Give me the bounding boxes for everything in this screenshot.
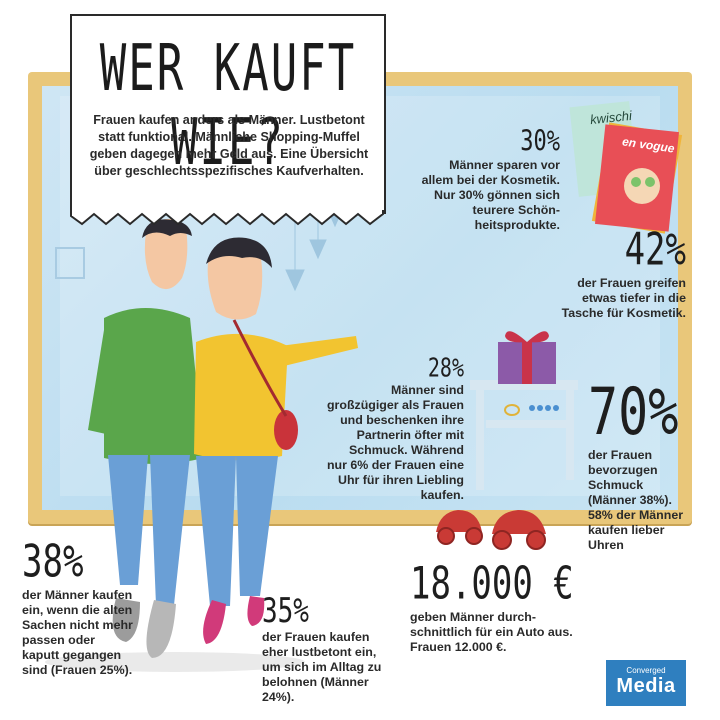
stat-value: 38% — [22, 536, 84, 588]
converged-media-logo: Converged Media — [606, 660, 686, 706]
stat-value: 30% — [520, 126, 560, 159]
display-table — [470, 380, 578, 490]
toy-car-icon — [436, 510, 546, 550]
intro-text: Frauen kaufen anders als Männer. Lustbet… — [89, 113, 369, 178]
speech-box-edge — [70, 210, 384, 226]
stat-replace-men: 38% der Männer kaufen ein, wenn die alte… — [22, 536, 134, 678]
stat-text: der Frauen kaufen eher lustbetont ein, u… — [262, 630, 382, 704]
stat-reward-women: 35% der Frauen kaufen eher lustbetont ei… — [262, 592, 382, 705]
stat-cosmetics-men: 30% Männer sparen vor allem bei der Kosm… — [420, 126, 560, 233]
logo-line-2: Media — [616, 675, 676, 697]
stat-value: 35% — [262, 592, 309, 631]
page-title: WER KAUFT WIE? — [99, 32, 357, 180]
stat-value: 70% — [588, 374, 679, 450]
stat-cosmetics-women: 42% der Frauen greifen etwas tiefer in d… — [540, 224, 686, 321]
logo-line-1: Converged — [626, 666, 666, 675]
stat-text: der Frauen greifen etwas tiefer in die T… — [561, 276, 686, 320]
gift-box-icon — [498, 331, 556, 384]
woman-illustration — [194, 237, 358, 644]
stat-value: 28% — [427, 352, 464, 384]
jewelry-icon — [504, 404, 559, 416]
stat-text: der Frauen bevorzugen Schmuck (Männer 38… — [588, 448, 684, 552]
stat-text: der Männer kaufen ein, wenn die alten Sa… — [22, 588, 133, 677]
magazine-icon — [569, 101, 683, 234]
stat-text: Männer sparen vor allem bei der Kosmetik… — [421, 158, 560, 232]
stat-gifts-men: 28% Männer sind großzügiger als Frauen u… — [326, 352, 464, 503]
stat-jewelry-women: 70% der Frauen bevorzugen Schmuck (Männe… — [588, 374, 692, 553]
stat-text: Männer sind großzügiger als Frauen und b… — [326, 383, 464, 502]
title-speech-box: WER KAUFT WIE? Frauen kaufen anders als … — [70, 14, 386, 214]
stat-car: 18.000 € geben Männer durch-schnittlich … — [410, 558, 580, 655]
stat-value: 42% — [624, 224, 686, 276]
stat-value: 18.000 € — [410, 558, 574, 610]
wall-picture — [55, 247, 85, 279]
stat-text: geben Männer durch-schnittlich für ein A… — [410, 610, 573, 654]
man-illustration — [88, 218, 204, 658]
floor-shadow — [45, 652, 305, 672]
